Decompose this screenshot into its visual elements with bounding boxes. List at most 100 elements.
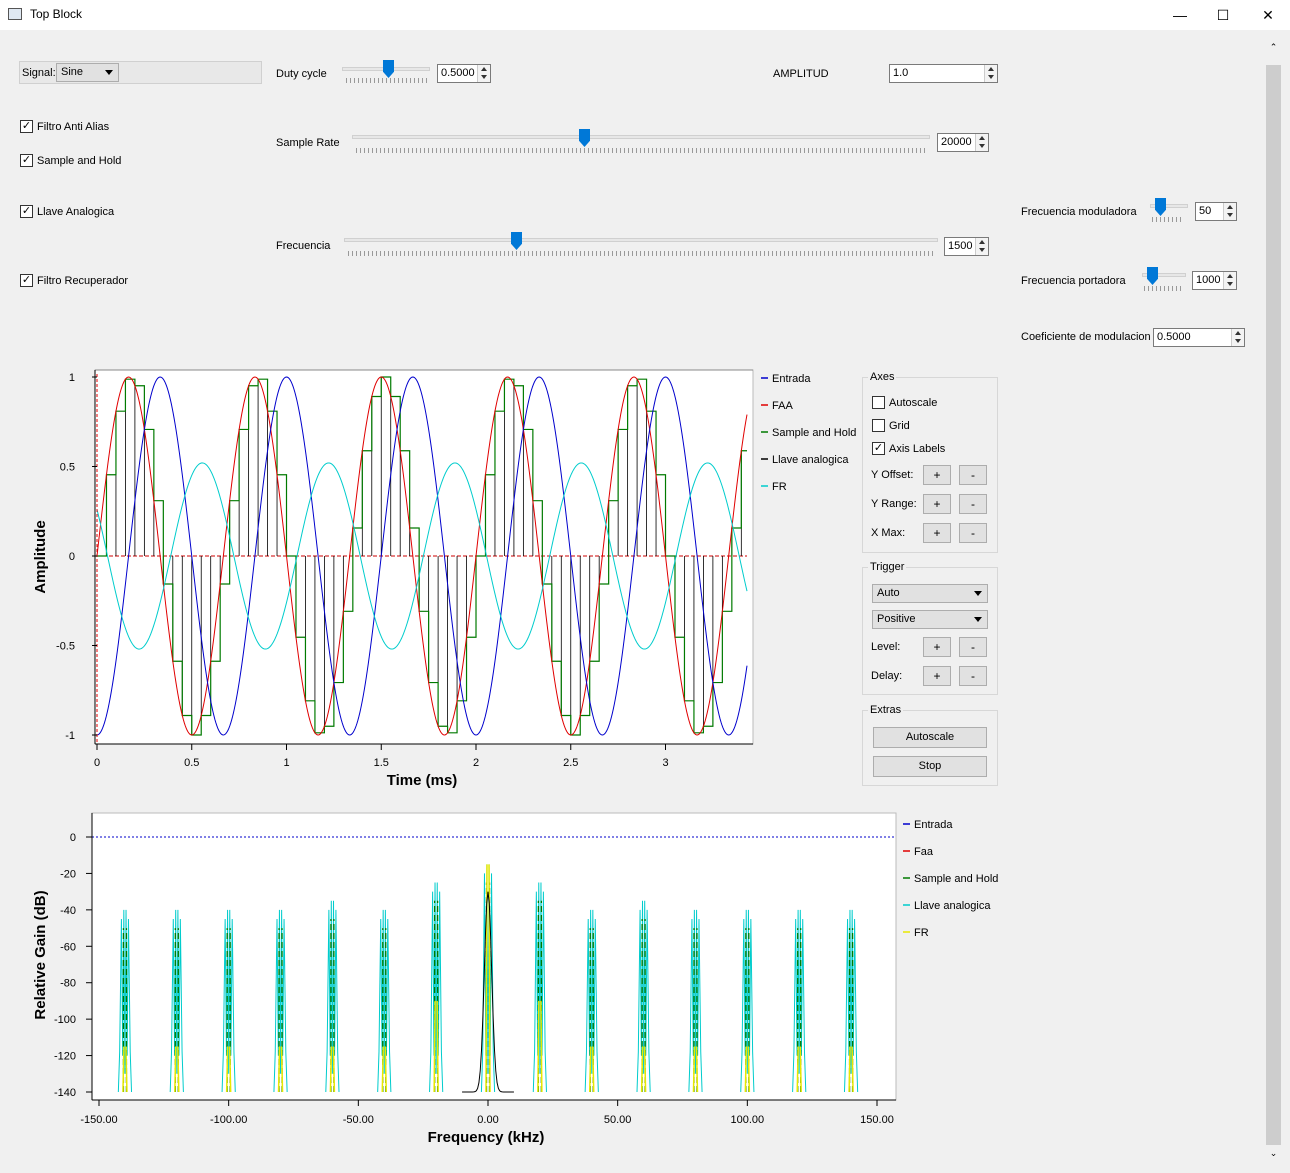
frec-portadora-slider-track[interactable] <box>1142 273 1186 277</box>
minimize-button[interactable]: — <box>1173 7 1187 23</box>
amplitud-value: 1.0 <box>893 67 909 79</box>
trigger-mode-value: Auto <box>877 587 900 599</box>
freq-xlabel: Frequency (kHz) <box>428 1129 545 1146</box>
trigger-slope-select[interactable]: Positive <box>872 610 988 629</box>
freq-peak-fr <box>537 1000 540 1093</box>
freq-peak-fr <box>384 1046 388 1093</box>
time-xtick-label: 0 <box>94 757 100 769</box>
close-button[interactable]: ✕ <box>1262 6 1274 23</box>
delay-minus-button[interactable]: - <box>959 666 987 686</box>
frecuencia-slider-track[interactable] <box>344 238 938 242</box>
freq-legend-label: Sample and Hold <box>914 873 998 885</box>
trigger-slope-value: Positive <box>877 613 916 625</box>
time-ytick-label: 0.5 <box>60 462 75 474</box>
title-bar: Top Block — ☐ ✕ <box>0 0 1290 30</box>
axes-group <box>862 377 998 553</box>
spin-arrows-icon[interactable] <box>984 65 997 82</box>
grid-label: Grid <box>889 420 910 432</box>
autoscale-label: Autoscale <box>889 397 938 409</box>
autoscale-checkbox[interactable] <box>872 396 885 409</box>
freq-peak-fr <box>744 1046 748 1093</box>
grid-checkbox[interactable] <box>872 419 885 432</box>
frec-moduladora-spinbox[interactable]: 50 <box>1195 202 1237 221</box>
y-range-minus-button[interactable]: - <box>959 494 987 514</box>
duty-cycle-label: Duty cycle <box>276 68 327 80</box>
freq-peak-fr <box>796 1046 799 1093</box>
freq-peak-fr <box>228 1046 232 1093</box>
frec-portadora-slider-ticks <box>1144 286 1182 291</box>
maximize-button[interactable]: ☐ <box>1216 6 1230 23</box>
freq-legend-label: FR <box>914 927 929 939</box>
y-offset-label: Y Offset: <box>871 469 914 481</box>
extras-group-title: Extras <box>868 704 904 716</box>
frec-moduladora-slider-track[interactable] <box>1150 204 1188 208</box>
time-xtick-label: 1 <box>283 757 289 769</box>
time-legend-label: Llave analogica <box>772 454 849 466</box>
time-legend-label: FAA <box>772 400 793 412</box>
coef-modulacion-spinbox[interactable]: 0.5000 <box>1153 328 1245 347</box>
frecuencia-spinbox[interactable]: 1500 <box>944 237 989 256</box>
trigger-mode-select[interactable]: Auto <box>872 584 988 603</box>
sample-and-hold-label: Sample and Hold <box>37 155 122 167</box>
freq-ytick-label: -100 <box>54 1014 76 1026</box>
llave-analogica-checkbox[interactable]: ✓ <box>20 205 33 218</box>
time-xtick-label: 0.5 <box>184 757 199 769</box>
freq-xtick-label: -150.00 <box>80 1114 117 1126</box>
frecuencia-slider-handle[interactable] <box>511 232 522 250</box>
x-max-minus-button[interactable]: - <box>959 523 987 543</box>
app-icon <box>8 8 22 20</box>
time-plot-area <box>94 369 754 745</box>
frec-portadora-spinbox[interactable]: 1000 <box>1192 271 1237 290</box>
scroll-up-icon[interactable]: ⌃ <box>1269 42 1278 52</box>
freq-ytick-label: -60 <box>60 941 76 953</box>
sample-rate-slider-track[interactable] <box>352 135 930 139</box>
freq-peak-fr <box>125 1046 128 1093</box>
freq-peak-fr <box>433 1000 436 1093</box>
spin-arrows-icon[interactable] <box>1231 329 1244 346</box>
freq-legend-label: Llave analogica <box>914 900 991 912</box>
freq-peak-fr <box>381 1046 385 1093</box>
freq-xtick-label: 100.00 <box>731 1114 765 1126</box>
filtro-recuperador-checkbox[interactable]: ✓ <box>20 274 33 287</box>
freq-peak-fr <box>640 1046 644 1093</box>
freq-peak-fr <box>643 1046 647 1093</box>
x-max-plus-button[interactable]: + <box>923 523 951 543</box>
y-offset-minus-button[interactable]: - <box>959 465 987 485</box>
frec-moduladora-value: 50 <box>1199 205 1212 217</box>
coef-modulacion-label: Coeficiente de modulacion <box>1021 331 1151 343</box>
filtro-anti-alias-checkbox[interactable]: ✓ <box>20 120 33 133</box>
time-xlabel: Time (ms) <box>387 772 458 789</box>
stop-button[interactable]: Stop <box>873 756 987 777</box>
frec-portadora-label: Frecuencia portadora <box>1021 275 1126 287</box>
time-ytick-label: -0.5 <box>56 641 75 653</box>
level-minus-button[interactable]: - <box>959 637 987 657</box>
coef-modulacion-value: 0.5000 <box>1157 331 1191 343</box>
axis-labels-label: Axis Labels <box>889 443 946 455</box>
frec-portadora-slider-handle[interactable] <box>1147 267 1158 285</box>
spin-arrows-icon[interactable] <box>1223 203 1236 220</box>
signal-select[interactable]: Sine <box>56 63 119 82</box>
extras-autoscale-button[interactable]: Autoscale <box>873 727 987 748</box>
scrollbar-thumb[interactable] <box>1266 65 1281 1145</box>
sample-rate-spinbox[interactable]: 20000 <box>937 133 989 152</box>
freq-peak-fr <box>280 1046 284 1093</box>
spin-arrows-icon[interactable] <box>975 238 988 255</box>
amplitud-spinbox[interactable]: 1.0 <box>889 64 998 83</box>
frequency-domain-chart[interactable]: 0 -20 -40 -60 -80 -100 -120 -140 -150.00 -100.00 -… <box>20 805 1020 1150</box>
axis-labels-checkbox[interactable]: ✓ <box>872 442 885 455</box>
time-domain-chart[interactable]: 1 0.5 0 -0.5 -1 0 0.5 1 1.5 2 2.5 3 Time (ms) Ampli… <box>20 362 860 792</box>
sample-and-hold-checkbox[interactable]: ✓ <box>20 154 33 167</box>
level-plus-button[interactable]: + <box>923 637 951 657</box>
freq-legend-label: Faa <box>914 846 934 858</box>
y-offset-plus-button[interactable]: + <box>923 465 951 485</box>
duty-cycle-spinbox[interactable]: 0.5000 <box>437 64 491 83</box>
spin-arrows-icon[interactable] <box>1223 272 1236 289</box>
y-range-plus-button[interactable]: + <box>923 494 951 514</box>
delay-plus-button[interactable]: + <box>923 666 951 686</box>
scroll-down-icon[interactable]: ⌄ <box>1269 1148 1278 1158</box>
spin-arrows-icon[interactable] <box>477 65 490 82</box>
duty-cycle-slider-handle[interactable] <box>383 60 394 78</box>
spin-arrows-icon[interactable] <box>975 134 988 151</box>
sample-rate-slider-handle[interactable] <box>579 129 590 147</box>
frec-moduladora-slider-handle[interactable] <box>1155 198 1166 216</box>
